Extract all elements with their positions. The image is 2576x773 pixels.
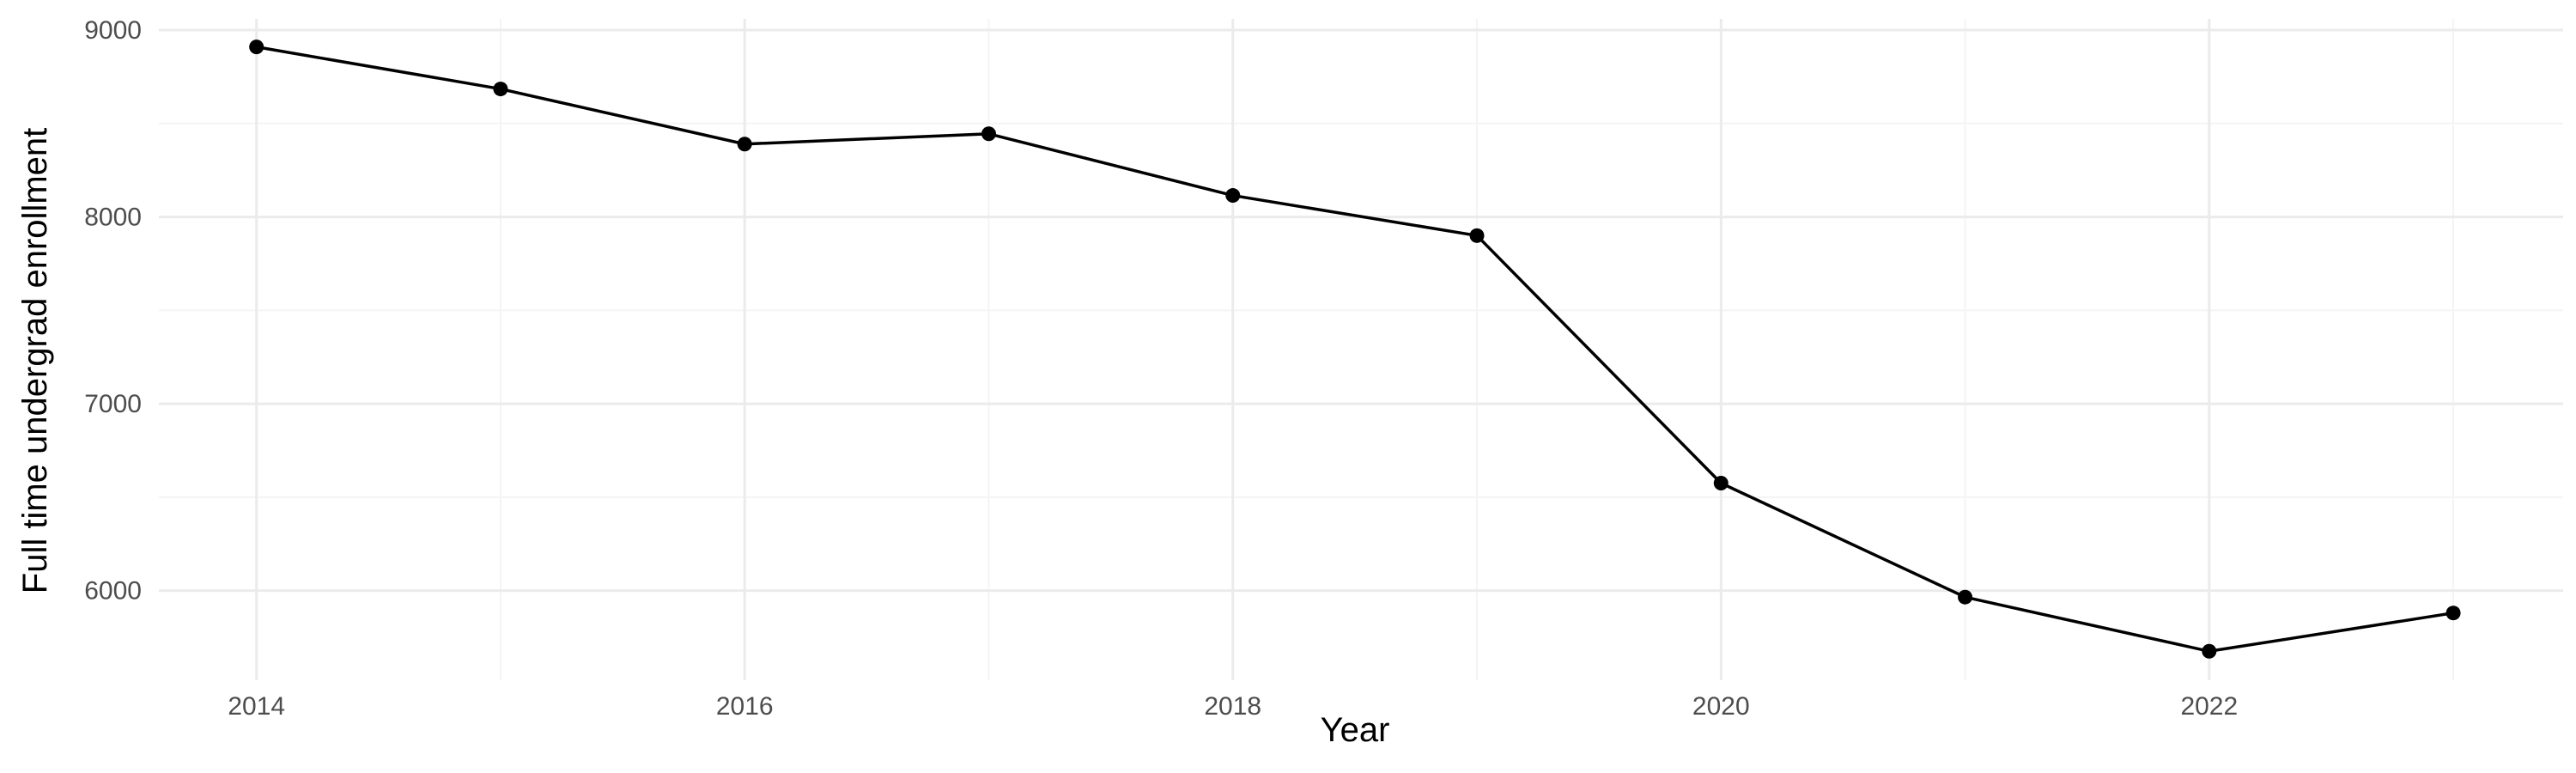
data-point xyxy=(1225,188,1241,204)
y-tick-label: 7000 xyxy=(84,390,142,418)
series-layer xyxy=(256,45,2454,654)
y-tick-label: 9000 xyxy=(84,16,142,45)
data-point xyxy=(1713,476,1728,491)
x-tick-label: 2022 xyxy=(2180,692,2238,721)
data-point xyxy=(249,40,264,55)
series-line xyxy=(256,45,2454,654)
y-axis-ticks: 6000 7000 8000 9000 xyxy=(84,16,142,606)
data-point xyxy=(2445,606,2461,621)
data-point xyxy=(737,137,752,152)
data-point xyxy=(1958,589,1973,605)
x-tick-label: 2016 xyxy=(716,692,774,721)
x-axis-title: Year xyxy=(1321,711,1390,749)
data-point xyxy=(2202,643,2217,659)
x-tick-label: 2018 xyxy=(1204,692,1261,721)
data-point xyxy=(493,82,508,97)
points-layer xyxy=(249,40,2461,659)
minor-grid xyxy=(159,19,2563,680)
x-tick-label: 2014 xyxy=(228,692,285,721)
data-point xyxy=(1469,228,1485,243)
y-axis-title: Full time undergrad enrollment xyxy=(16,128,54,593)
x-tick-label: 2020 xyxy=(1692,692,1750,721)
y-tick-label: 8000 xyxy=(84,204,142,232)
data-point xyxy=(981,126,996,142)
y-tick-label: 6000 xyxy=(84,577,142,606)
major-grid xyxy=(159,19,2563,680)
x-axis-ticks: 2014 2016 2018 2020 2022 xyxy=(228,692,2238,721)
